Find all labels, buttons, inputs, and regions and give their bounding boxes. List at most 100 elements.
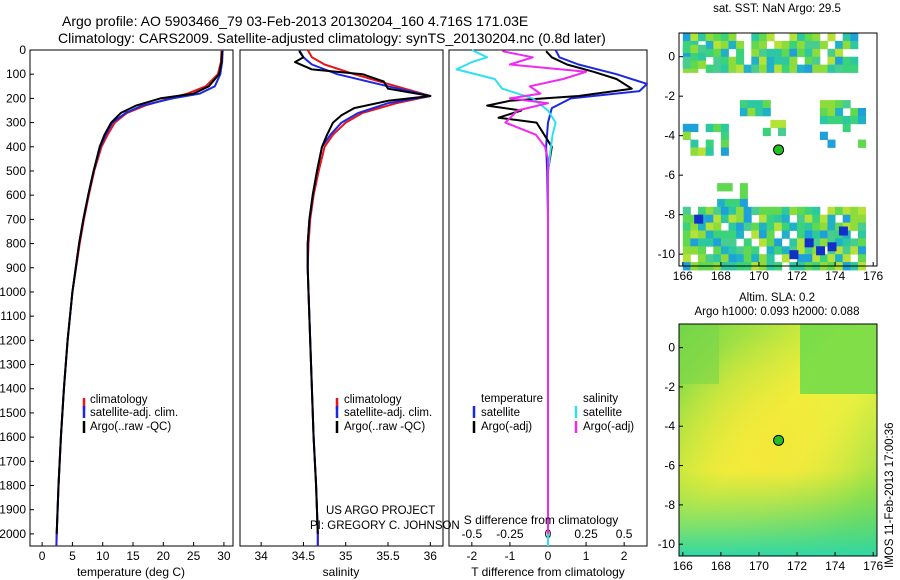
sla-map-frame <box>678 323 878 557</box>
sst-cell <box>759 214 767 223</box>
sst-cell <box>812 230 821 239</box>
project-annotation: US ARGO PROJECT <box>326 505 435 517</box>
sla_map-lat-label: -8 <box>664 498 675 512</box>
temperature-x-tick-label: 20 <box>157 549 171 563</box>
salinity-xlabel: salinity <box>323 565 360 579</box>
sst-cell <box>751 56 760 65</box>
sst-cell <box>842 254 851 263</box>
salinity-legend: climatology satellite-adj. clim. Argo(..… <box>335 394 432 433</box>
depth-tick-label: 1500 <box>0 406 26 420</box>
sst-cell-cold <box>804 238 814 248</box>
sst-cell <box>682 60 691 69</box>
depth-tick-label: 1100 <box>0 309 26 323</box>
sst-cell <box>739 108 748 117</box>
sst-cell <box>835 238 844 247</box>
sst-cell <box>720 139 729 148</box>
sst-cell <box>850 40 859 50</box>
t-difference-xlabel: T difference from climatology <box>471 565 625 579</box>
sst-cell <box>720 123 729 133</box>
legend-t-argo: Argo(-adj) <box>481 421 532 433</box>
sst-cell <box>842 238 851 247</box>
sst-cell <box>759 230 767 239</box>
sst_map-lon-label: 166 <box>673 269 693 283</box>
salinity-series-climatology <box>306 49 432 546</box>
temperature-x-tick-label: 15 <box>126 549 140 563</box>
sst-cell <box>819 108 828 117</box>
legend-s-argo: Argo(-adj) <box>583 421 634 433</box>
sst-cell <box>804 206 813 216</box>
sst_map-lon-label: 172 <box>787 269 807 283</box>
temperature-curves <box>55 49 224 547</box>
imos-timestamp: IMOS 11-Feb-2013 17:00:36 <box>884 422 896 568</box>
sst-cell <box>747 108 756 117</box>
temperature-x-tick-label: 5 <box>69 549 76 563</box>
sst-cell <box>717 198 726 208</box>
sst-cell <box>705 238 714 247</box>
sst-cell <box>759 64 767 73</box>
sst-cell <box>827 139 836 148</box>
sst-cell <box>720 254 729 263</box>
sst-cell <box>751 33 760 42</box>
sst-cell <box>789 222 798 231</box>
sst-cell <box>720 147 729 156</box>
depth-tick-label: 1800 <box>0 479 26 493</box>
sla_map-lat-label: -2 <box>664 380 675 394</box>
sla_map-lon-label: 168 <box>711 559 731 573</box>
sst-cell <box>804 64 813 73</box>
sst-cell <box>720 230 729 239</box>
sst-cell <box>705 33 714 42</box>
sst-cell <box>728 56 737 65</box>
salinity-x-tick-label: 34 <box>254 549 268 563</box>
sst-cell <box>804 246 813 255</box>
sla_map-lat-label: -4 <box>664 419 675 433</box>
sla-argo-marker <box>773 434 785 446</box>
temperature-series-climatology <box>55 49 223 547</box>
sst-cell <box>682 230 691 239</box>
depth-tick-label: 100 <box>6 67 26 81</box>
difference-curves <box>455 49 648 546</box>
sst-cell <box>739 183 748 192</box>
salinity-x-ticks: 34 34.5 35 35.5 36 <box>254 542 437 563</box>
sst-cell <box>827 115 836 125</box>
sst-cell <box>762 127 771 137</box>
sst-cell <box>717 183 726 192</box>
temperature-series-satellite-adj-clim <box>55 49 224 547</box>
sst-cell <box>850 246 859 255</box>
sst-cell <box>819 230 828 239</box>
sst-cell <box>690 238 699 247</box>
difference-x-tick-label: -2 <box>467 549 478 563</box>
sst-cell <box>698 238 706 247</box>
temperature-x-tick-label: 25 <box>187 549 201 563</box>
sst-cell <box>774 214 783 223</box>
sst-cell <box>720 56 729 65</box>
sst-cell <box>797 246 805 255</box>
sst-cell <box>751 222 760 231</box>
depth-tick-label: 1000 <box>0 285 26 299</box>
sst-cell <box>713 64 722 73</box>
sst-cell <box>736 214 745 223</box>
sst-cell <box>736 40 745 50</box>
sst-map: sat. SST: NaN Argo: 29.5 166 168 170 172 174… <box>658 3 884 283</box>
sst-cell <box>713 206 722 216</box>
sst-cell <box>690 139 699 148</box>
sst-cell <box>698 230 706 239</box>
sst-cell <box>797 40 805 50</box>
sst-cell <box>819 100 828 109</box>
sst-cell <box>812 206 821 216</box>
sst-cell <box>728 40 737 50</box>
sst-cell <box>720 214 729 223</box>
sst-cell <box>797 222 805 231</box>
sst_map-lon-label: 176 <box>863 269 883 283</box>
sst-cell <box>781 254 790 263</box>
sst-cell <box>739 191 748 200</box>
sst-cell <box>819 214 828 223</box>
sla_map-lat-label: -10 <box>658 537 676 551</box>
depth-tick-label: 200 <box>6 91 26 105</box>
sst-cell <box>827 108 836 117</box>
sst-cell <box>842 40 851 50</box>
sst-cell <box>804 40 813 50</box>
sst-cell <box>762 108 771 117</box>
sst-cell <box>835 100 844 109</box>
sst-cell <box>728 214 737 223</box>
temperature-series-argo-raw-qc <box>55 51 224 534</box>
